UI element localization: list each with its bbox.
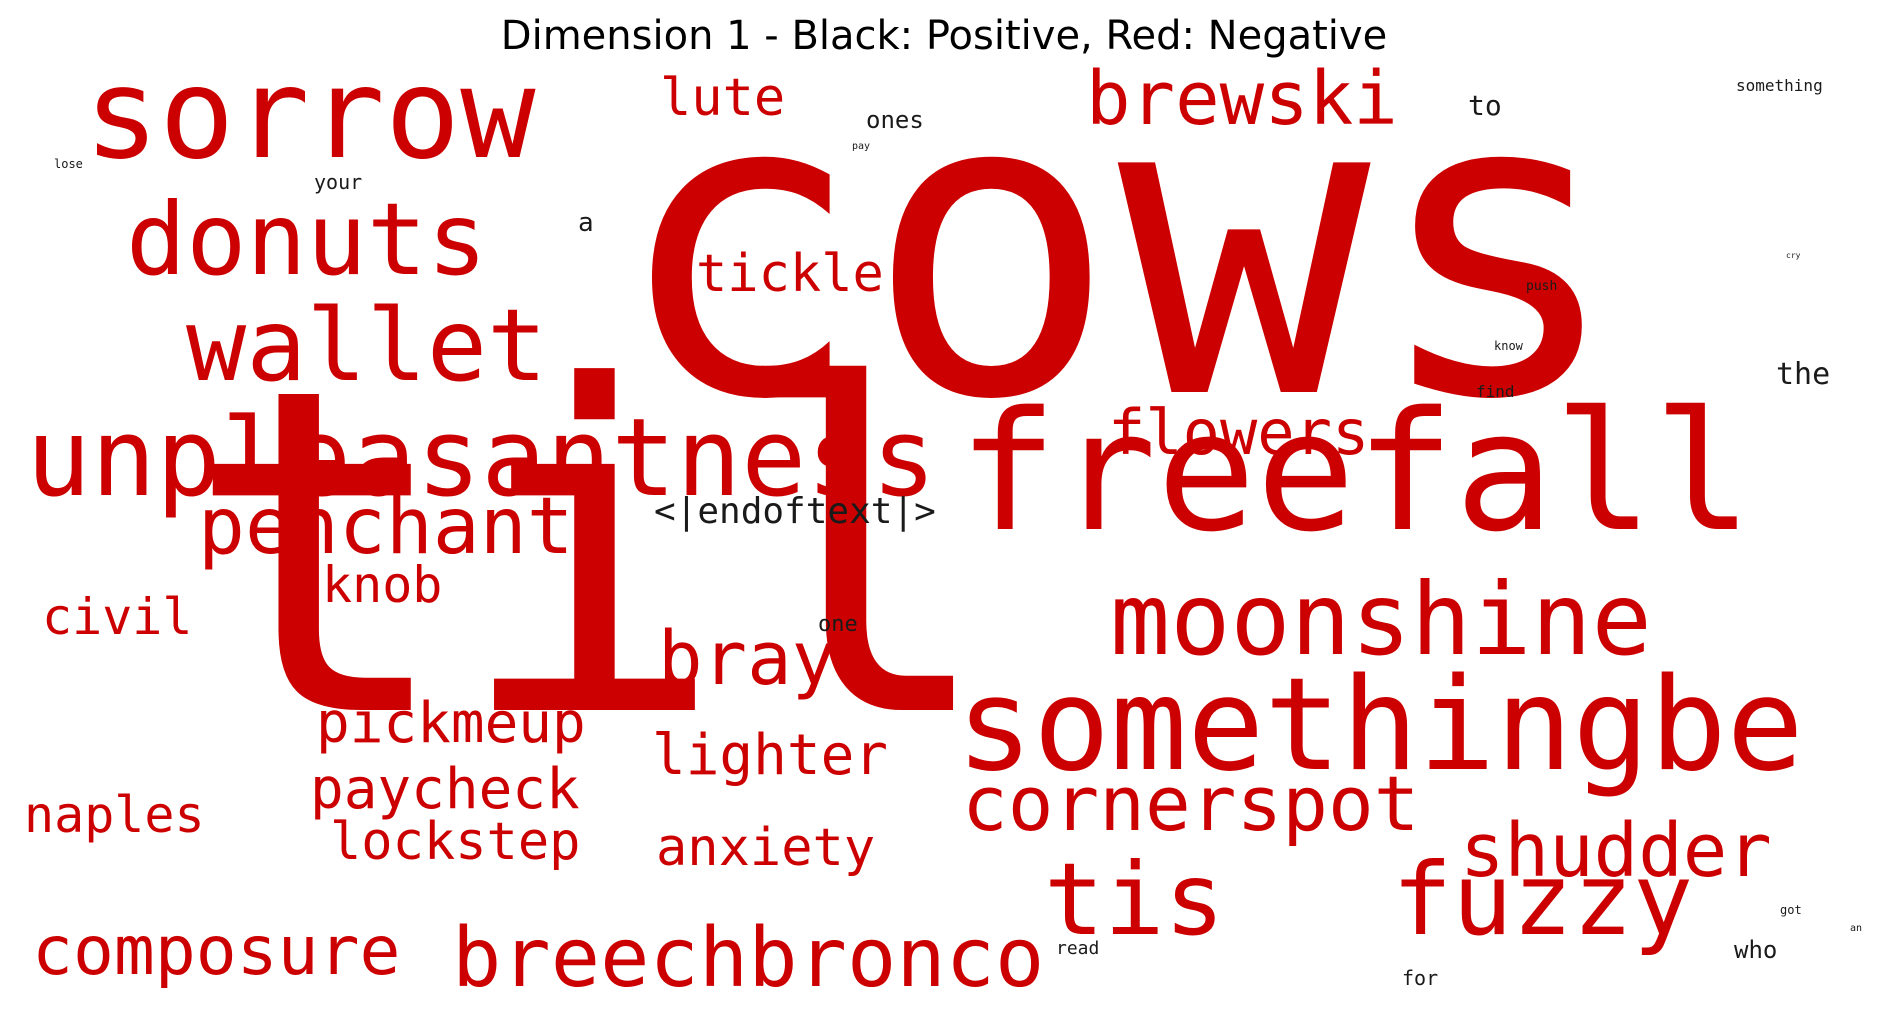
word-cry: cry xyxy=(1786,251,1801,260)
word-endoftext: <|endoftext|> xyxy=(654,491,936,532)
word-wallet: wallet xyxy=(186,287,548,404)
word-fuzzy: fuzzy xyxy=(1392,841,1694,958)
word-donuts: donuts xyxy=(126,181,488,298)
word-tickle: tickle xyxy=(696,244,884,304)
word-cows: cows xyxy=(612,3,1624,492)
word-who: who xyxy=(1734,936,1778,964)
word-tis: tis xyxy=(1044,841,1225,958)
word-moonshine: moonshine xyxy=(1110,561,1652,678)
word-civil: civil xyxy=(42,588,193,646)
word-one: one xyxy=(818,612,858,637)
word-naples: naples xyxy=(24,786,205,844)
word-paycheck: paycheck xyxy=(310,757,580,822)
word-shudder: shudder xyxy=(1460,808,1772,894)
word-lighter: lighter xyxy=(652,723,889,788)
word-cornerspot: cornerspot xyxy=(962,759,1420,848)
word-to: to xyxy=(1468,89,1502,122)
word-got: got xyxy=(1780,903,1802,917)
word-lockstep: lockstep xyxy=(330,812,581,872)
word-ones: ones xyxy=(866,106,924,134)
word-the: the xyxy=(1776,357,1831,392)
word-somethingbe: somethingbe xyxy=(956,651,1804,800)
word-til: til xyxy=(184,293,997,817)
word-your: your xyxy=(314,170,363,194)
word-flowers: flowers xyxy=(1108,396,1370,469)
word-composure: composure xyxy=(32,912,401,991)
chart-title: Dimension 1 - Black: Positive, Red: Nega… xyxy=(500,13,1388,59)
word-bray: bray xyxy=(658,616,837,702)
word-lute: lute xyxy=(660,68,786,128)
word-sorrow: sorrow xyxy=(84,42,536,187)
word-knob: knob xyxy=(322,556,443,614)
word-penchant: penchant xyxy=(198,482,574,572)
word-an: an xyxy=(1850,923,1863,934)
word-for: for xyxy=(1402,966,1439,990)
word-know: know xyxy=(1494,339,1523,353)
word-push: push xyxy=(1526,279,1558,294)
word-a: a xyxy=(578,208,594,238)
word-read: read xyxy=(1056,938,1100,959)
word-lose: lose xyxy=(54,157,83,171)
word-pickmeup: pickmeup xyxy=(316,691,586,756)
word-something: something xyxy=(1736,76,1823,95)
word-breechbronco: breechbronco xyxy=(452,911,1045,1006)
word-find: find xyxy=(1476,382,1515,401)
word-brewski: brewski xyxy=(1086,56,1398,142)
word-pay: pay xyxy=(852,141,871,152)
word-unpleasantness: unpleasantness xyxy=(26,396,937,521)
word-freefall: freefall xyxy=(958,376,1753,568)
word-anxiety: anxiety xyxy=(656,818,876,878)
